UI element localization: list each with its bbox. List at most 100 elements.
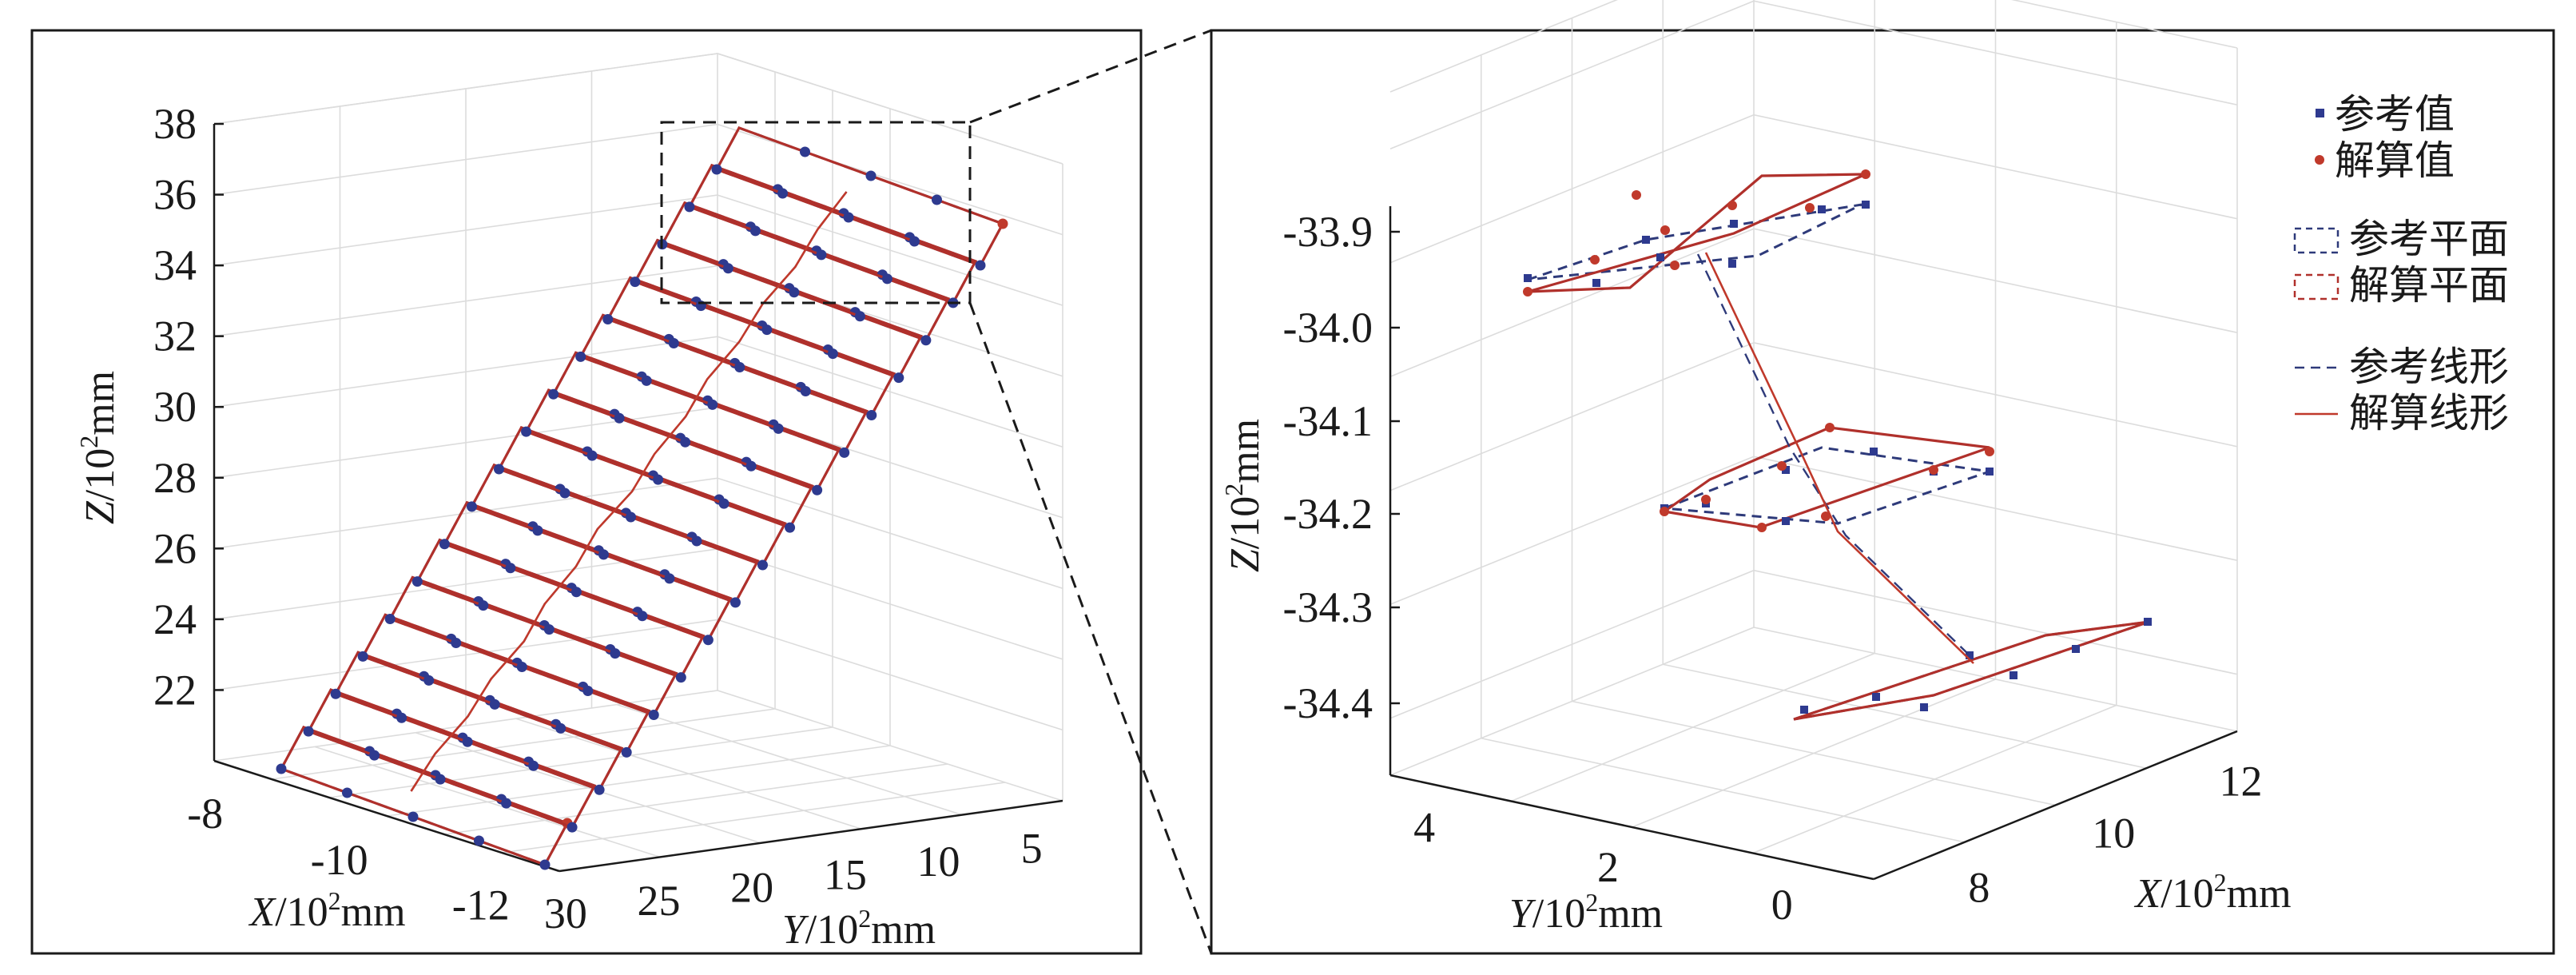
left-point xyxy=(881,273,892,285)
right-z-gridline xyxy=(1389,569,2238,719)
left-z-gridline xyxy=(213,194,1063,306)
right-sol-point xyxy=(1825,423,1835,432)
right-ref-point xyxy=(1920,703,1928,711)
right-z-tick-label: -34.2 xyxy=(1283,490,1373,538)
left-point xyxy=(451,638,462,648)
left-floor-grid xyxy=(386,745,891,817)
left-point xyxy=(342,787,352,798)
left-point-sol xyxy=(997,218,1008,229)
connector-top xyxy=(969,29,1212,124)
left-floor-grid xyxy=(443,763,948,835)
left-plane-ref xyxy=(415,538,706,679)
right-ref-point xyxy=(1800,706,1808,714)
left-floor-grid xyxy=(501,782,1006,854)
right-z-axis-label: Z/102mm xyxy=(1219,419,1268,572)
left-plane-sol xyxy=(714,126,1005,267)
left-point xyxy=(866,410,877,420)
left-plane-sol xyxy=(497,426,787,567)
right-line-sol xyxy=(1704,252,1974,664)
right-sol-point xyxy=(1523,287,1532,296)
right-alignment-lines xyxy=(1696,252,1974,664)
left-z-unit-base: /10 xyxy=(78,448,123,501)
left-point xyxy=(668,338,679,348)
legend-swatch-ref-point xyxy=(2316,109,2324,117)
legend-label-sol-line: 解算线形 xyxy=(2349,391,2509,436)
left-plane-ref xyxy=(333,651,624,792)
right-z-tick-label: -34.1 xyxy=(1283,397,1373,445)
right-y-tick-label: 0 xyxy=(1771,881,1793,929)
right-x-tick-label: 10 xyxy=(2092,809,2135,857)
right-z-gridline xyxy=(1389,456,2238,605)
left-y-ticks: 30 25 20 15 10 5 xyxy=(544,825,1043,937)
left-z-tick-label: 28 xyxy=(153,454,197,502)
left-alignment-line xyxy=(410,191,848,792)
left-point xyxy=(396,712,407,723)
left-point xyxy=(680,436,691,448)
right-ref-point xyxy=(2010,671,2017,679)
left-plane-ref xyxy=(633,238,923,380)
legend-swatch-sol-point xyxy=(2315,155,2324,165)
right-ref-point xyxy=(2072,645,2080,653)
right-ref-point xyxy=(1966,651,1974,659)
right-x-unit-suffix: mm xyxy=(2227,871,2292,917)
left-plane-sol xyxy=(551,351,841,492)
left-x-unit-exp: 2 xyxy=(328,886,341,915)
left-point xyxy=(816,249,827,261)
left-point xyxy=(586,450,598,461)
legend: 参考值 解算值 参考平面 解算平面 参考线形 解算线形 xyxy=(2293,92,2509,436)
right-top-edge xyxy=(1389,0,2238,93)
left-point xyxy=(474,835,484,846)
right-ref-point xyxy=(1986,468,1994,476)
left-point xyxy=(411,576,423,587)
left-point xyxy=(777,188,788,199)
right-plane-ref xyxy=(1527,203,1862,281)
right-ref-point xyxy=(1818,205,1826,213)
left-point xyxy=(865,170,877,181)
legend-label-sol-plane: 解算平面 xyxy=(2349,263,2509,308)
left-line-sol xyxy=(410,191,848,792)
right-y-axis-label: Y/102mm xyxy=(1509,888,1663,937)
left-point xyxy=(462,736,473,747)
right-z-unit-base: /10 xyxy=(1222,496,1268,549)
right-sol-point xyxy=(1805,203,1815,213)
left-point xyxy=(691,535,702,547)
right-ref-point xyxy=(1642,236,1650,244)
left-point xyxy=(684,201,695,213)
left-z-gridline xyxy=(213,477,1063,590)
left-floor-grid xyxy=(616,703,963,816)
left-point xyxy=(582,686,594,696)
left-point xyxy=(975,260,986,271)
left-point xyxy=(745,460,757,472)
left-plane-sol xyxy=(524,388,814,530)
left-point xyxy=(543,624,555,635)
left-z-gridline xyxy=(213,336,1063,448)
left-point xyxy=(761,324,773,336)
left-x-unit-suffix: mm xyxy=(341,889,406,935)
right-z-tick-label: -33.9 xyxy=(1283,208,1373,256)
left-x-prefix: X xyxy=(248,889,276,935)
left-point xyxy=(494,464,504,475)
left-point xyxy=(532,525,543,536)
left-point xyxy=(516,662,527,672)
right-x-tick-label: 12 xyxy=(2220,758,2263,806)
right-sol-point xyxy=(1660,225,1670,235)
right-floor-grid xyxy=(1752,704,2117,854)
left-point xyxy=(827,348,838,360)
left-z-unit-exp: 2 xyxy=(74,436,103,448)
left-z-gridline xyxy=(213,53,1063,165)
left-floor-grid xyxy=(328,726,833,798)
right-z-unit-exp: 2 xyxy=(1219,484,1248,496)
left-y-tick-label: 30 xyxy=(544,889,587,937)
left-point xyxy=(749,225,761,237)
left-z-gridline xyxy=(213,123,1063,236)
left-point xyxy=(932,194,942,205)
left-z-axis-label: Z/102mm xyxy=(74,371,123,524)
left-y-tick-label: 10 xyxy=(917,838,960,885)
right-ref-point xyxy=(1872,693,1880,701)
right-plane-sol xyxy=(1660,426,1990,529)
right-floor-back-edges xyxy=(1389,627,2238,776)
left-point xyxy=(702,635,714,646)
right-floor-grid xyxy=(1663,663,2147,770)
right-line-ref xyxy=(1696,253,1970,656)
left-plane-sol xyxy=(415,538,706,679)
